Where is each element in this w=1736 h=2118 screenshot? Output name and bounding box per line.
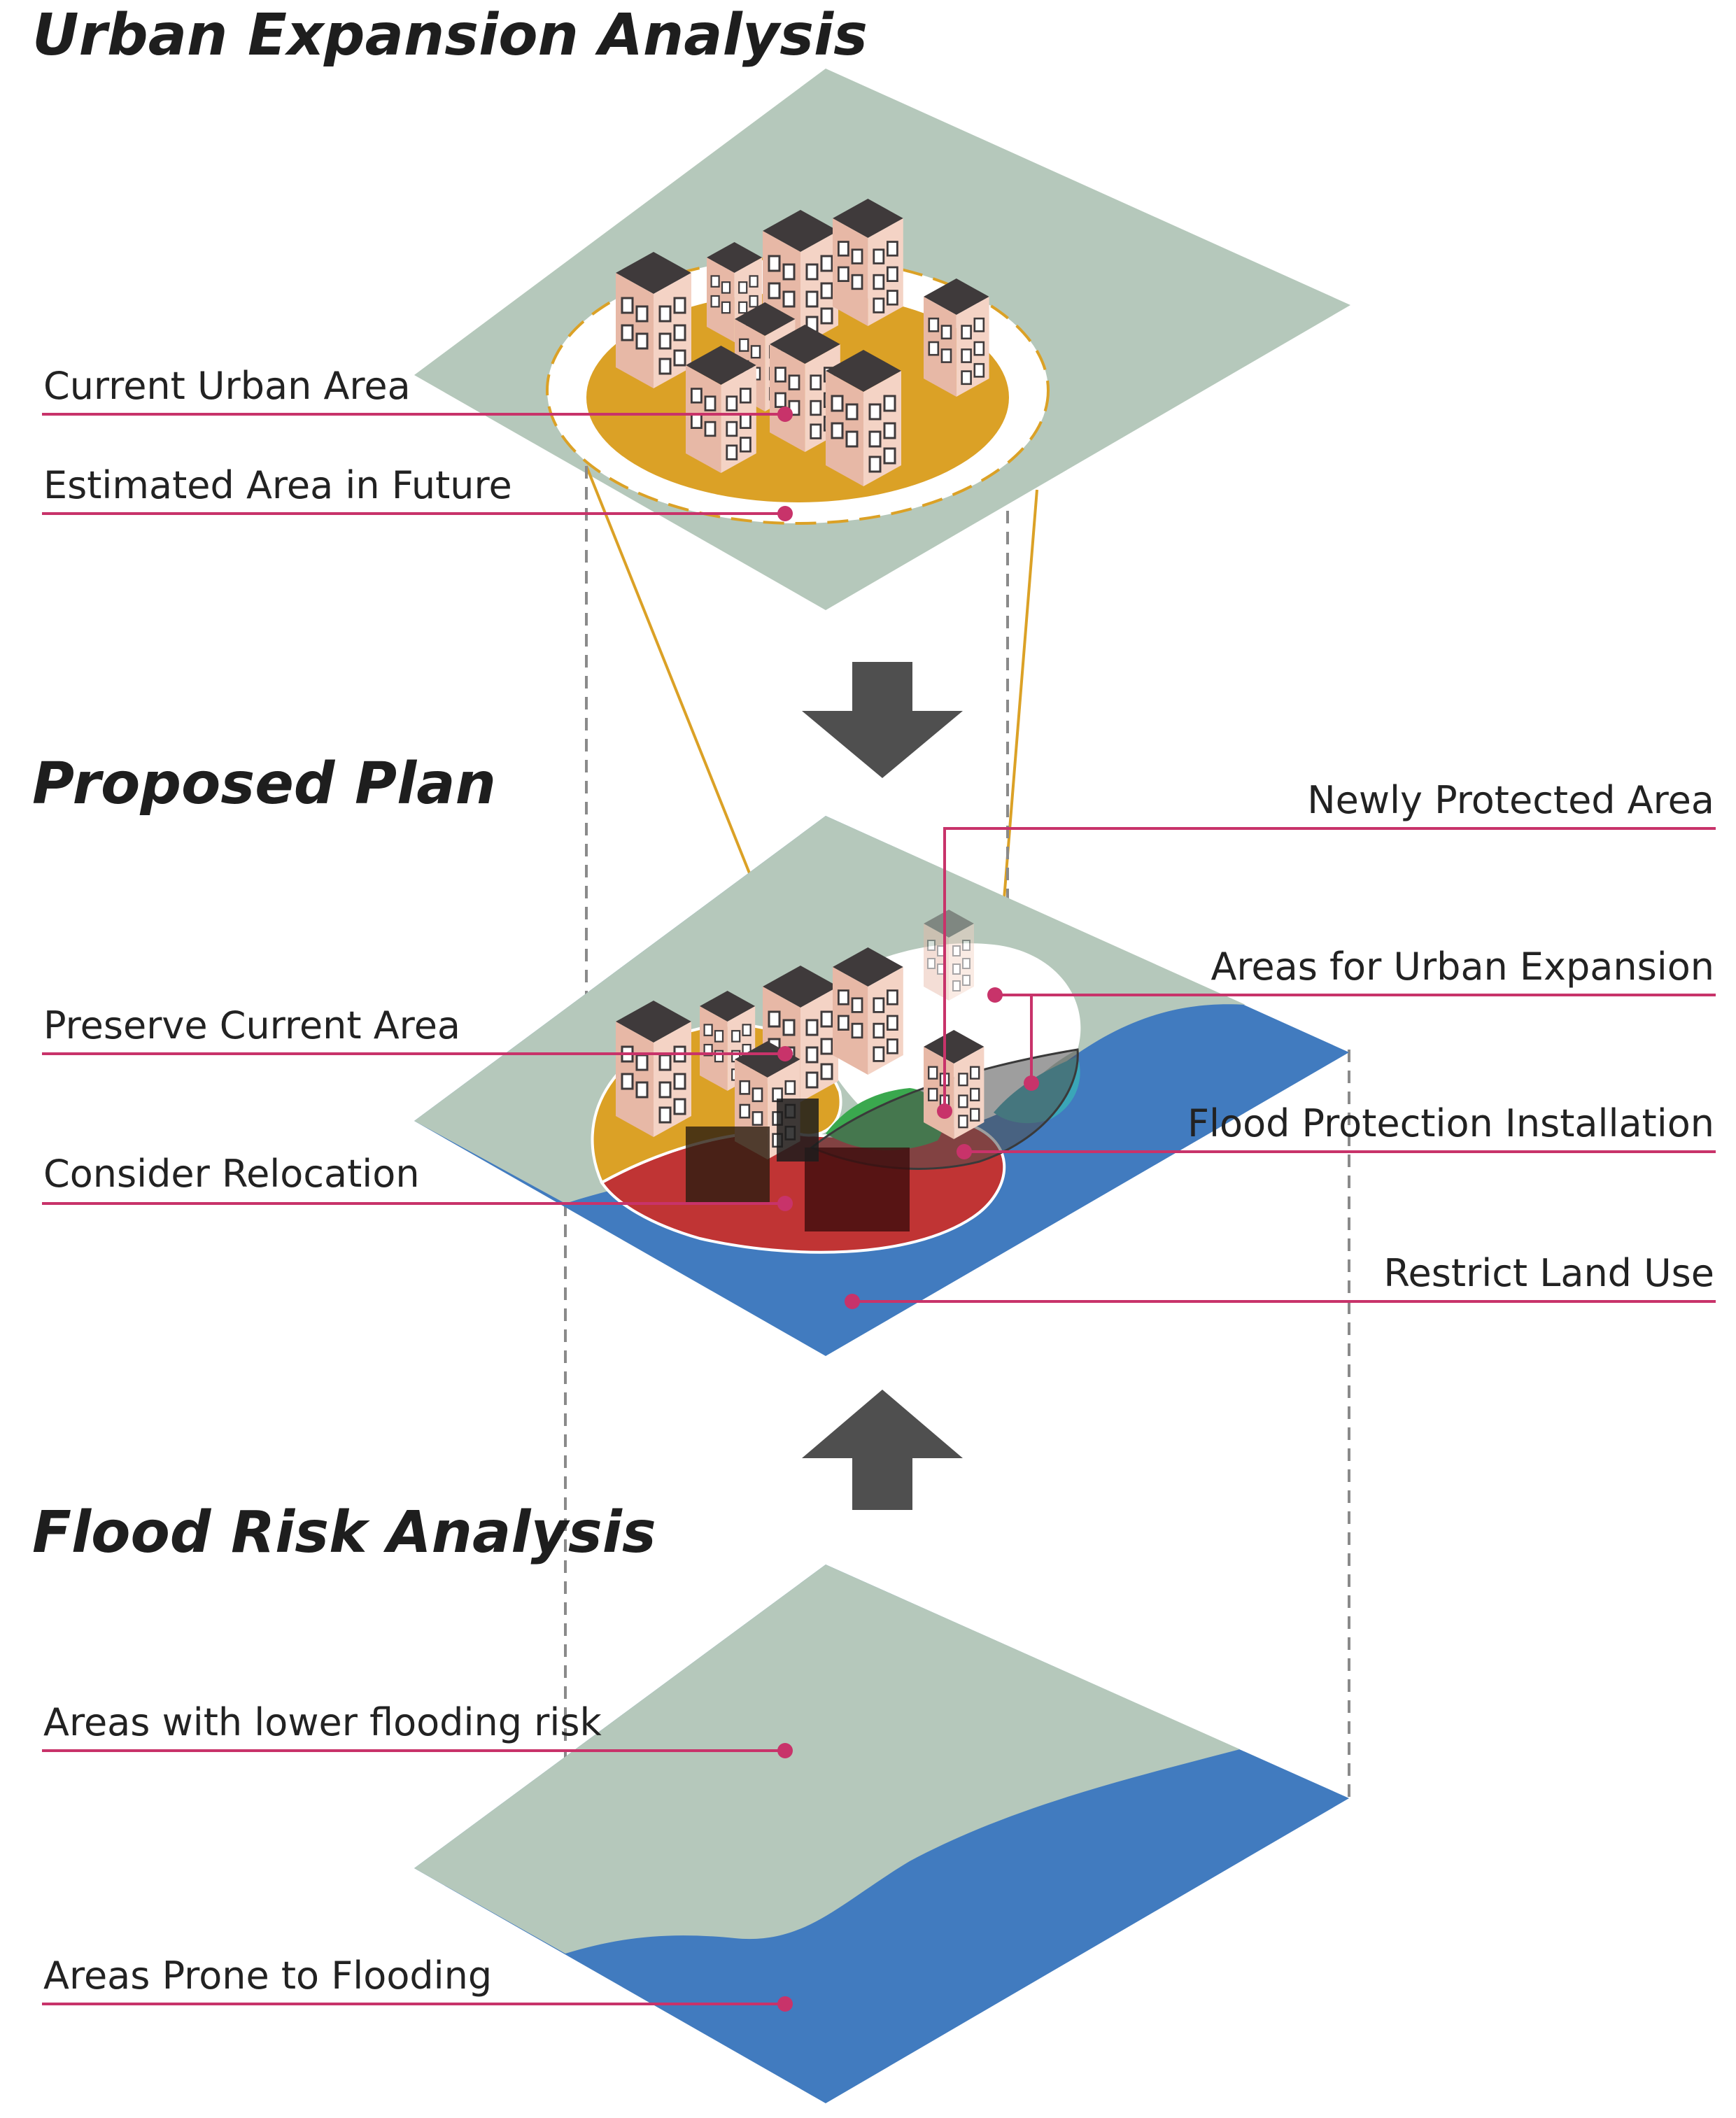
relocation-building-block — [805, 1148, 910, 1231]
label-current-urban-area: Current Urban Area — [43, 364, 411, 408]
callout-prone-flooding: Areas Prone to Flooding — [42, 1954, 793, 2012]
building-icon — [614, 999, 693, 1138]
proposed-plan-title: Proposed Plan — [32, 751, 496, 817]
building-icon — [923, 909, 975, 1001]
label-estimated-area-future: Estimated Area in Future — [43, 463, 512, 507]
label-consider-relocation: Consider Relocation — [43, 1152, 420, 1196]
relocation-building-block — [777, 1099, 819, 1162]
lower-risk-region — [414, 1565, 1240, 1954]
building-icon — [824, 348, 903, 488]
label-flood-protection-installation: Flood Protection Installation — [1187, 1101, 1714, 1145]
relocation-building-block — [686, 1127, 770, 1203]
building-icon — [922, 1029, 985, 1141]
urban-layer — [414, 69, 1350, 610]
building-icon — [684, 344, 758, 474]
callout-flood-protection: Flood Protection Installation — [957, 1101, 1716, 1159]
callout-urban-expansion: Areas for Urban Expansion — [987, 945, 1716, 1091]
down-arrow-icon — [802, 662, 963, 778]
callout-consider-relocation: Consider Relocation — [42, 1152, 793, 1211]
future-area-boundary — [546, 256, 1050, 525]
flood-layer — [414, 1565, 1349, 2103]
plan-buildings — [614, 909, 985, 1231]
building-icon — [831, 946, 905, 1076]
plan-layer — [414, 816, 1349, 1356]
callout-newly-protected: Newly Protected Area — [937, 778, 1716, 1119]
callout-estimated-future: Estimated Area in Future — [42, 463, 793, 521]
label-newly-protected-area: Newly Protected Area — [1307, 778, 1714, 822]
label-preserve-current-area: Preserve Current Area — [43, 1003, 460, 1047]
callout-restrict-land-use: Restrict Land Use — [845, 1251, 1716, 1309]
callout-preserve-current: Preserve Current Area — [42, 1003, 793, 1061]
flood-analysis-title: Flood Risk Analysis — [32, 1499, 656, 1566]
building-icon — [922, 277, 990, 398]
label-areas-urban-expansion: Areas for Urban Expansion — [1211, 945, 1714, 989]
building-icon — [614, 250, 693, 390]
label-areas-lower-flooding-risk: Areas with lower flooding risk — [43, 1700, 602, 1744]
building-icon — [831, 197, 905, 327]
up-arrow-icon — [802, 1390, 963, 1510]
callout-current-urban: Current Urban Area — [42, 364, 793, 422]
urban-analysis-title: Urban Expansion Analysis — [32, 2, 868, 69]
callout-lower-risk: Areas with lower flooding risk — [42, 1700, 793, 1758]
label-restrict-land-use: Restrict Land Use — [1383, 1251, 1714, 1295]
label-areas-prone-flooding: Areas Prone to Flooding — [43, 1954, 492, 1998]
